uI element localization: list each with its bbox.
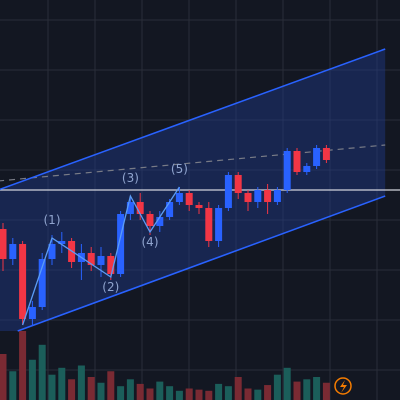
- candle-body[interactable]: [322, 148, 330, 160]
- volume-bar: [48, 374, 56, 400]
- candle-body[interactable]: [185, 193, 193, 205]
- candle-body[interactable]: [97, 256, 105, 265]
- candle-body[interactable]: [313, 148, 321, 166]
- volume-bar: [97, 382, 105, 400]
- candle-body[interactable]: [58, 241, 66, 244]
- candle-body[interactable]: [156, 217, 164, 226]
- lightning-icon-glyph: [340, 380, 347, 393]
- candle-body[interactable]: [19, 244, 27, 319]
- candle-body[interactable]: [244, 193, 252, 202]
- volume-bar: [77, 365, 85, 400]
- volume-bar: [38, 344, 46, 400]
- volume-bar: [68, 379, 76, 400]
- elliott-wave-path[interactable]: [21, 186, 180, 326]
- volume-bar: [166, 386, 174, 400]
- candle-body[interactable]: [87, 253, 95, 265]
- volume-bar: [273, 374, 281, 400]
- candle-body[interactable]: [107, 256, 115, 274]
- channel-lower-line[interactable]: [17, 195, 386, 332]
- candle-body[interactable]: [264, 190, 272, 202]
- candle-body[interactable]: [283, 151, 291, 190]
- volume-bar: [107, 371, 115, 400]
- candle-body[interactable]: [224, 175, 232, 208]
- volume-bar: [87, 377, 95, 400]
- candle-body[interactable]: [205, 208, 213, 241]
- volume-bar: [19, 331, 27, 400]
- volume-bar: [264, 385, 272, 400]
- volume-bar: [215, 383, 223, 400]
- wave-label: (3): [122, 171, 139, 185]
- candle-body[interactable]: [215, 208, 223, 241]
- candle-body[interactable]: [234, 175, 242, 193]
- volume-bar: [205, 390, 213, 400]
- volume-bar: [234, 377, 242, 400]
- volume-bar: [322, 382, 330, 400]
- candle-body[interactable]: [146, 214, 154, 226]
- dashed-trend-line[interactable]: [0, 144, 386, 182]
- volume-bar: [185, 388, 193, 400]
- volume-bar: [126, 379, 134, 400]
- volume-bar: [195, 389, 203, 400]
- candle-body[interactable]: [303, 166, 311, 172]
- candle-body[interactable]: [9, 244, 17, 259]
- volume-bar: [9, 371, 17, 400]
- candle-body[interactable]: [0, 229, 7, 259]
- volume-bar: [293, 381, 301, 400]
- lightning-icon[interactable]: [334, 377, 352, 395]
- volume-bar: [224, 386, 232, 400]
- volume-bar: [254, 389, 262, 400]
- volume-bar: [136, 383, 144, 400]
- candle-body[interactable]: [195, 205, 203, 208]
- candle-body[interactable]: [38, 259, 46, 307]
- channel-upper-line[interactable]: [0, 48, 386, 191]
- candle-body[interactable]: [175, 193, 183, 202]
- volume-bar: [244, 388, 252, 400]
- wave-label: (4): [142, 235, 159, 249]
- candle-body[interactable]: [126, 202, 134, 214]
- candle-body[interactable]: [254, 190, 262, 202]
- volume-bar: [146, 388, 154, 400]
- volume-bar: [28, 359, 36, 400]
- volume-bar: [58, 367, 66, 400]
- candle-body[interactable]: [136, 202, 144, 214]
- wave-label: (5): [171, 162, 188, 176]
- volume-bar: [156, 381, 164, 400]
- volume-bar: [0, 354, 7, 400]
- volume-bar: [117, 386, 125, 400]
- candle-body[interactable]: [28, 307, 36, 319]
- candle-body[interactable]: [293, 151, 301, 172]
- candle-body[interactable]: [117, 214, 125, 274]
- candle-body[interactable]: [273, 190, 281, 202]
- candle-body[interactable]: [166, 202, 174, 217]
- volume-bar: [175, 390, 183, 400]
- volume-bar: [313, 377, 321, 400]
- wave-label: (1): [44, 213, 61, 227]
- wave-label: (2): [102, 280, 119, 294]
- candle-body[interactable]: [48, 244, 56, 259]
- volume-bar: [283, 367, 291, 400]
- volume-bar: [303, 379, 311, 400]
